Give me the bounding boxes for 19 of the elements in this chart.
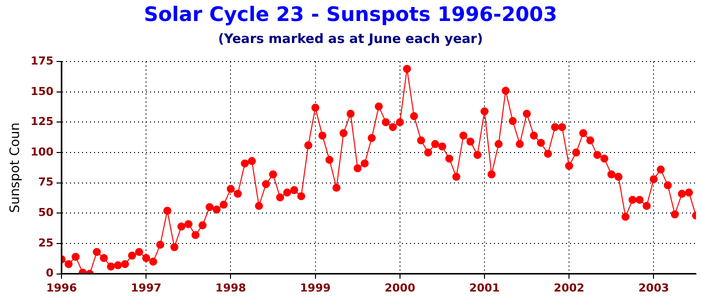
y-tick-label: 0	[46, 266, 54, 280]
y-tick-label: 25	[38, 236, 54, 250]
y-tick-label: 50	[38, 206, 54, 220]
x-tick-label: 2003	[638, 281, 670, 294]
y-tick-label: 125	[30, 115, 54, 128]
y-tick-label: 100	[30, 145, 54, 158]
x-tick-label: 2000	[384, 281, 416, 294]
x-tick-label: 1998	[215, 281, 246, 294]
y-tick-label: 150	[30, 84, 54, 98]
y-tick-label: 75	[38, 176, 54, 189]
chart-subtitle: (Years marked as at June each year)	[218, 32, 483, 48]
x-tick-label: 1999	[300, 281, 331, 294]
y-axis-title: Sunspot Coun	[8, 122, 24, 213]
x-tick-label: 1996	[46, 281, 78, 294]
chart-title: Solar Cycle 23 - Sunspots 1996-2003	[144, 2, 558, 26]
x-tick-label: 2002	[554, 281, 584, 294]
x-tick-label: 1997	[130, 281, 162, 294]
y-tick-label: 175	[30, 54, 54, 68]
x-tick-label: 2001	[469, 281, 500, 294]
